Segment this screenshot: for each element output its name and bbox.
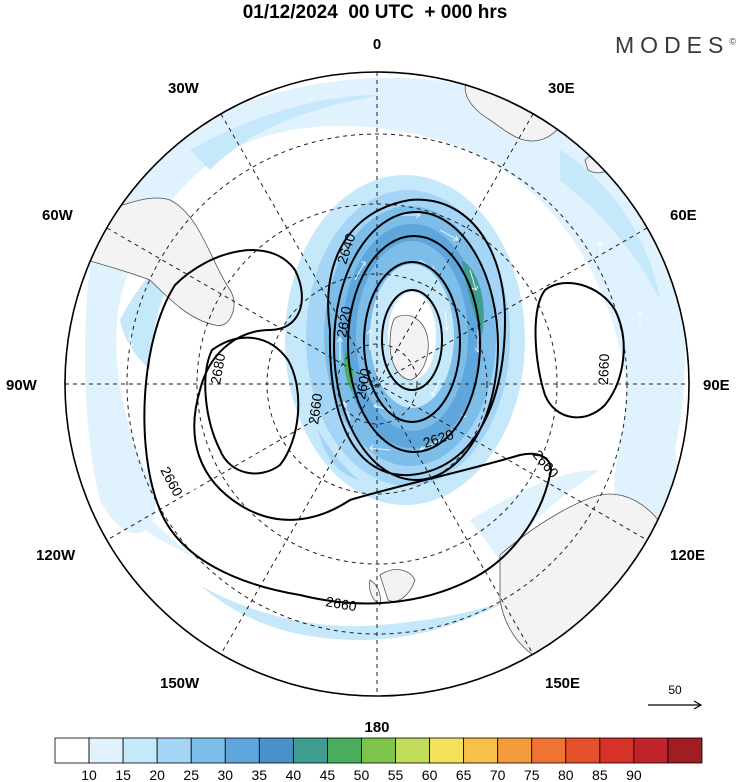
colorbar-swatch bbox=[190, 737, 226, 764]
colorbar-swatch bbox=[633, 737, 669, 764]
antarctica-landmass bbox=[389, 314, 429, 381]
reference-vector-arrowhead bbox=[693, 700, 703, 710]
colorbar-swatch bbox=[54, 737, 90, 764]
lon-label-30w: 30W bbox=[168, 80, 200, 97]
lon-label-150e: 150E bbox=[545, 675, 580, 692]
longitude-labels: 0 30E 60E 90E 120E 150E 180 150W 120W 90… bbox=[6, 36, 730, 736]
lon-label-30e: 30E bbox=[548, 80, 575, 97]
colorbar-tick-label: 35 bbox=[252, 767, 268, 782]
contour-label-2620: 2620 bbox=[333, 305, 354, 339]
colorbar-swatch bbox=[156, 737, 192, 764]
colorbar-swatch bbox=[361, 737, 396, 764]
map-boundary bbox=[64, 71, 690, 697]
colorbar-tick-label: 80 bbox=[558, 767, 574, 782]
lon-label-120w: 120W bbox=[36, 547, 76, 564]
colorbar-tick-label: 15 bbox=[115, 767, 131, 782]
map-title: 01/12/2024 00 UTC + 000 hrs bbox=[242, 2, 508, 23]
colorbar-swatch bbox=[429, 737, 465, 764]
colorbar-swatch bbox=[88, 737, 124, 764]
reference-vector-label: 50 bbox=[668, 683, 682, 697]
lon-label-60w: 60W bbox=[42, 207, 74, 224]
brand-name: MODES bbox=[615, 32, 730, 58]
colorbar-swatch bbox=[292, 737, 328, 764]
colorbar bbox=[54, 737, 703, 764]
lon-label-120e: 120E bbox=[670, 547, 705, 564]
lon-label-0: 0 bbox=[373, 36, 381, 53]
colorbar-tick-label: 65 bbox=[456, 767, 472, 782]
contour-label-2660-east: 2660 bbox=[595, 353, 612, 385]
colorbar-tick-label: 60 bbox=[422, 767, 438, 782]
lon-label-90w: 90W bbox=[6, 377, 38, 394]
lon-label-60e: 60E bbox=[670, 207, 697, 224]
colorbar-swatch bbox=[667, 737, 703, 764]
colorbar-tick-label: 40 bbox=[286, 767, 302, 782]
colorbar-tick-label: 70 bbox=[490, 767, 506, 782]
reference-vector: 50 bbox=[648, 683, 703, 710]
colorbar-tick-label: 85 bbox=[592, 767, 608, 782]
colorbar-swatch bbox=[224, 737, 260, 764]
colorbar-tick-label: 75 bbox=[524, 767, 540, 782]
contour-label-2680: 2680 bbox=[207, 352, 228, 386]
contour-label-group: 2640 2620 2600 2620 2660 2680 2660 2660 … bbox=[157, 231, 612, 614]
colorbar-swatch bbox=[531, 737, 567, 764]
colorbar-swatch bbox=[565, 737, 601, 764]
brand-logo: MODES© bbox=[615, 32, 736, 59]
colorbar-swatch bbox=[122, 737, 158, 764]
contour-label-2660-inner: 2660 bbox=[305, 392, 325, 425]
colorbar-tick-label: 20 bbox=[149, 767, 165, 782]
graticule bbox=[65, 72, 689, 696]
lon-label-180: 180 bbox=[364, 719, 389, 736]
colorbar-tick-label: 10 bbox=[81, 767, 97, 782]
height-contours bbox=[143, 198, 625, 605]
colorbar-swatch bbox=[258, 737, 294, 764]
contour-label-2600: 2600 bbox=[352, 367, 373, 401]
colorbar-swatch bbox=[327, 737, 362, 764]
brand-copyright-mark: © bbox=[729, 36, 736, 47]
colorbar-tick-label: 30 bbox=[217, 767, 233, 782]
colorbar-swatch bbox=[599, 737, 635, 764]
colorbar-tick-label: 50 bbox=[354, 767, 370, 782]
lon-label-90e: 90E bbox=[703, 377, 730, 394]
colorbar-swatch bbox=[395, 737, 430, 764]
colorbar-swatch bbox=[497, 737, 533, 764]
colorbar-tick-label: 90 bbox=[626, 767, 642, 782]
new-zealand-south-island bbox=[369, 579, 381, 606]
colorbar-tick-label: 45 bbox=[320, 767, 336, 782]
colorbar-ticks: 10 15 20 25 30 35 40 45 50 55 60 65 70 75 80 85 90 bbox=[81, 767, 642, 782]
lon-label-150w: 150W bbox=[160, 675, 200, 692]
contour-label-2660-south: 2660 bbox=[324, 593, 358, 614]
colorbar-swatch bbox=[463, 737, 499, 764]
colorbar-tick-label: 55 bbox=[388, 767, 404, 782]
colorbar-tick-label: 25 bbox=[183, 767, 199, 782]
